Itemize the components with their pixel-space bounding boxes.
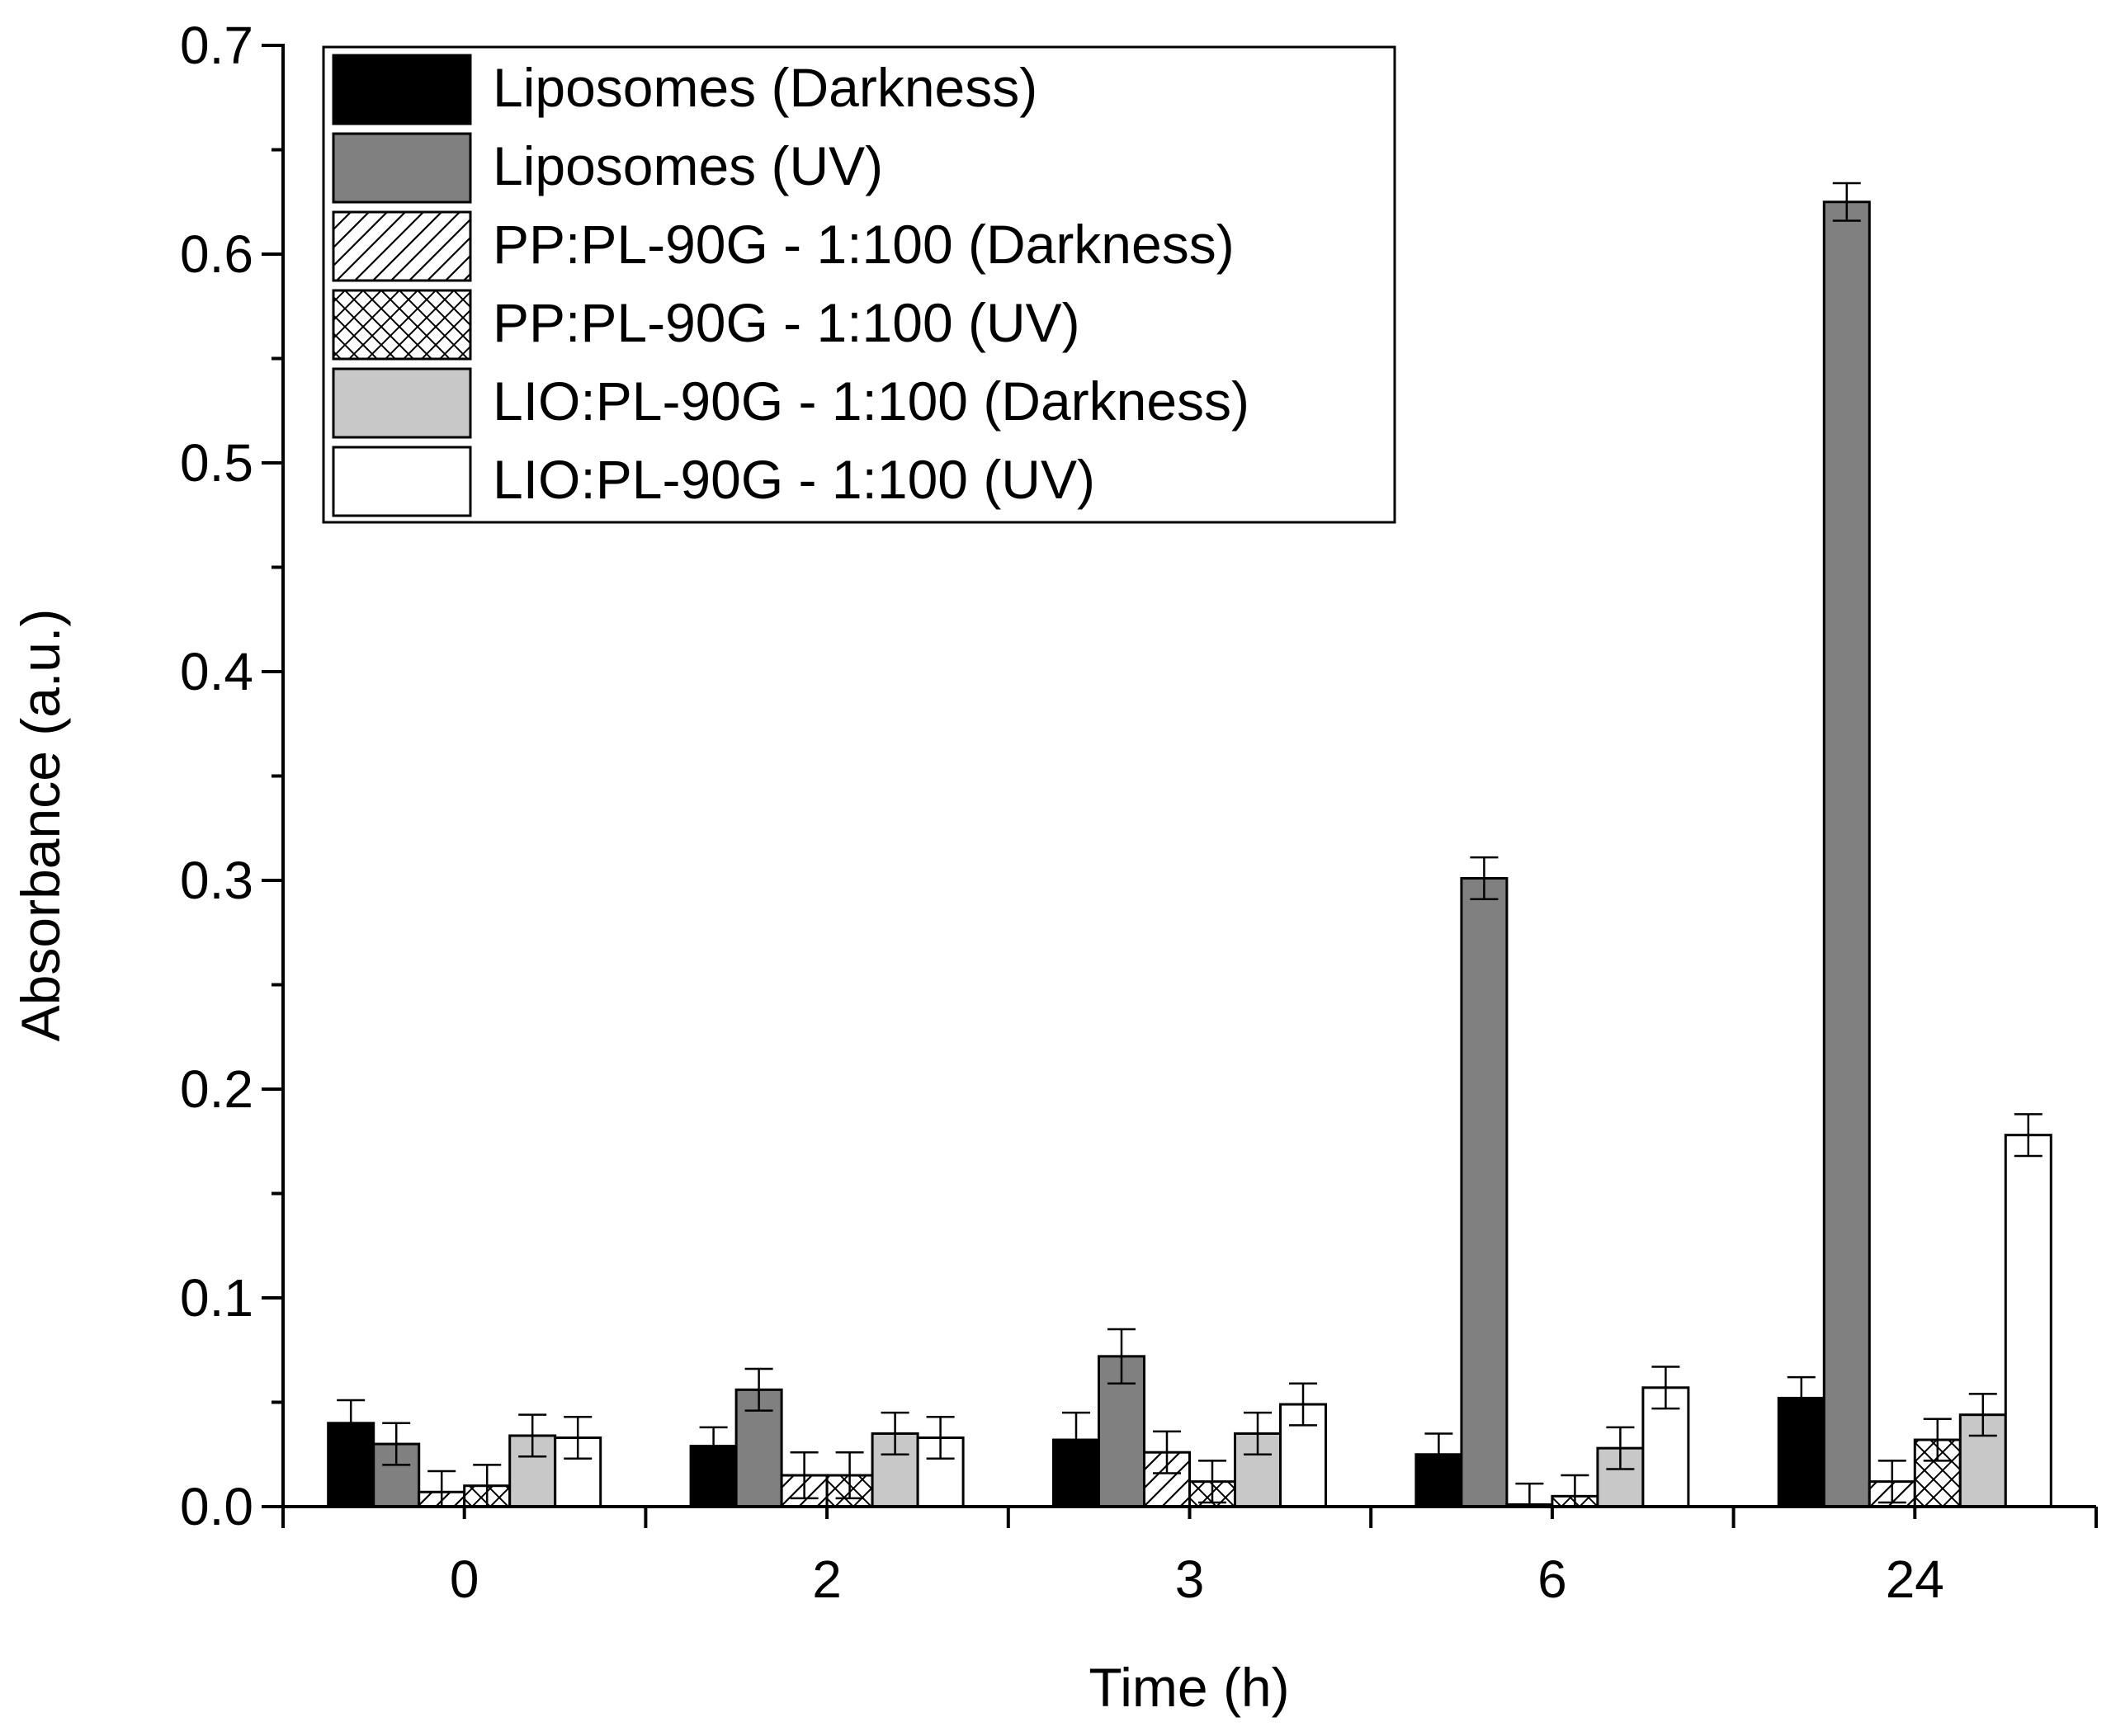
legend-box [322,45,1396,524]
y-tick-label: 0.7 [180,16,253,75]
x-tick-label: 24 [1886,1550,1944,1609]
legend-swatch [332,132,472,204]
legend-swatch [332,446,472,517]
x-tick-label: 0 [450,1550,479,1609]
error-bars-layer [337,182,2043,1508]
legend-label: Liposomes (Darkness) [493,57,1037,118]
x-axis-title: Time (h) [1089,1657,1289,1718]
legend-swatch [332,54,472,125]
bar [1460,876,1509,1508]
legend-label: PP:PL-90G - 1:100 (UV) [493,292,1080,353]
legend-swatch [332,289,472,361]
axes-layer: 0.0 0.1 0.2 0.3 0.4 0.5 0.6 0.7 0 2 3 6 24 [180,16,2098,1609]
legend-swatch [332,210,472,282]
legend: Liposomes (Darkness) Liposomes (UV) PP:PL-… [322,45,1396,524]
y-tick-label: 0.2 [180,1059,253,1119]
bar [2004,1134,2052,1508]
legend-label: Liposomes (UV) [493,135,883,196]
x-tick-label: 3 [1175,1550,1205,1609]
y-tick-label: 0.5 [180,433,253,493]
y-tick-label: 0.6 [180,224,253,284]
y-axis-title: Absorbance (a.u.) [10,609,71,1042]
bar [1822,200,1871,1508]
y-tick-label: 0.1 [180,1268,253,1328]
y-tick-label: 0.3 [180,851,253,910]
legend-label: LIO:PL-90G - 1:100 (UV) [493,449,1095,510]
x-tick-label: 2 [812,1550,842,1609]
y-tick-label: 0.4 [180,642,253,701]
legend-swatch [332,367,472,439]
legend-label: PP:PL-90G - 1:100 (Darkness) [493,214,1235,275]
legend-label: LIO:PL-90G - 1:100 (Darkness) [493,370,1249,432]
y-tick-label: 0.0 [180,1477,253,1536]
x-tick-label: 6 [1537,1550,1567,1609]
